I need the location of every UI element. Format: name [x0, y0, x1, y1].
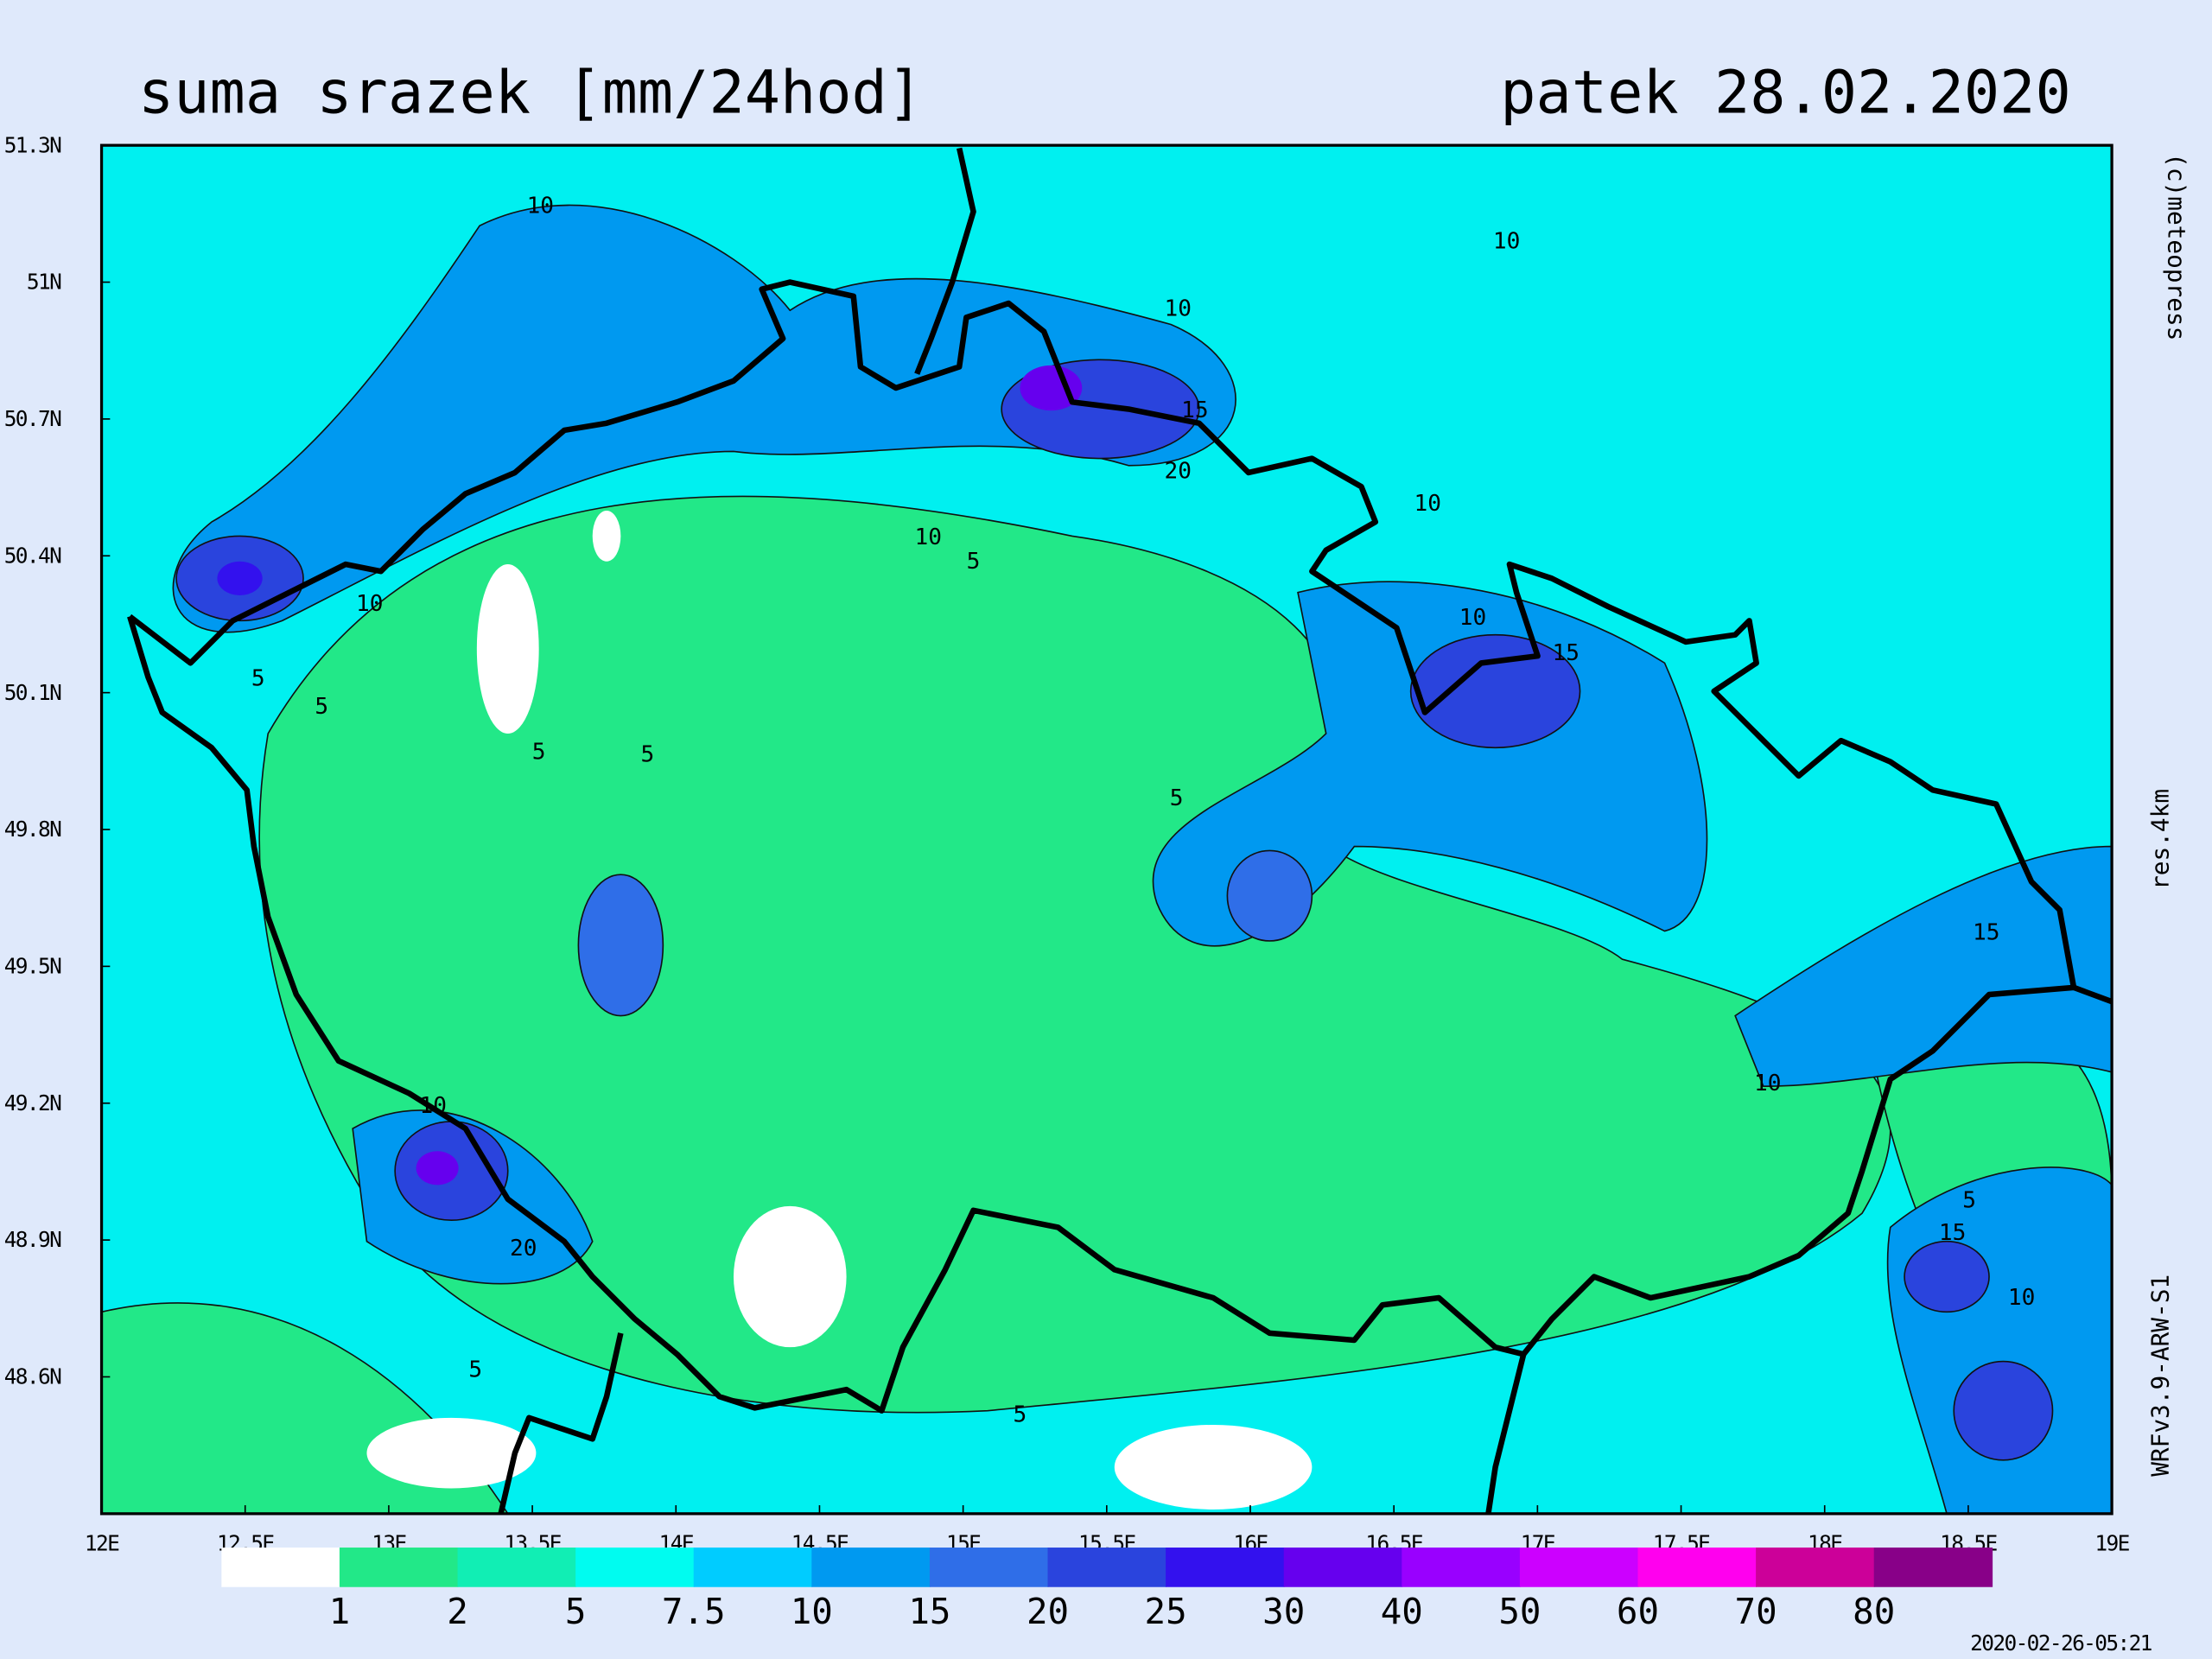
- colorbar-swatch: [575, 1548, 695, 1587]
- colorbar-label: 1: [329, 1591, 351, 1632]
- field-darkblue: [1904, 1240, 1990, 1313]
- border-line: [498, 1332, 624, 1514]
- contour-label: 10: [419, 1093, 446, 1119]
- contour-label: 10: [2008, 1285, 2035, 1311]
- x-tick-label: 12E: [85, 1530, 119, 1555]
- precip-field: 10 10 10 15 20 10 10 5 10 10 15 5 5 5 5 5 15 10 10 5 15 20 10 5…: [101, 145, 2113, 1514]
- border-line: [2072, 984, 2113, 1005]
- timestamp: 2020-02-26-05:21: [1970, 1630, 2152, 1656]
- contour-label: 5: [251, 665, 265, 691]
- border-line: [914, 147, 976, 375]
- contour-label: 15: [1181, 397, 1208, 423]
- colorbar-label: 7.5: [662, 1591, 726, 1632]
- field-purple: [1020, 365, 1083, 411]
- colorbar-label: 50: [1498, 1591, 1541, 1632]
- field-darkblue: [1953, 1360, 2054, 1461]
- contour-label: 5: [1170, 785, 1184, 811]
- colorbar-swatch: [1283, 1548, 1403, 1587]
- colorbar-label: 80: [1853, 1591, 1895, 1632]
- colorbar-swatch: [1873, 1548, 1993, 1587]
- contour-label: 10: [1754, 1071, 1781, 1096]
- model-name: WRFv3.9-ARW-S1: [2145, 1274, 2174, 1477]
- field-purple: [217, 561, 263, 595]
- colorbar-swatch: [1519, 1548, 1639, 1587]
- colorbar-label: 60: [1617, 1591, 1659, 1632]
- contour-label: 5: [532, 739, 546, 765]
- colorbar-swatch: [929, 1548, 1049, 1587]
- colorbar-swatch: [693, 1548, 813, 1587]
- contour-label: 10: [1493, 228, 1520, 254]
- colorbar-label: 5: [565, 1591, 587, 1632]
- resolution: res.4km: [2145, 789, 2174, 890]
- colorbar-swatch: [221, 1548, 340, 1587]
- colorbar-swatch: [1637, 1548, 1757, 1587]
- contour-label: 10: [356, 591, 383, 617]
- contour-label: 15: [1973, 919, 1999, 945]
- contour-label: 15: [1939, 1220, 1966, 1246]
- borders: [127, 147, 2113, 1514]
- y-tick-label: 50.7N: [4, 406, 61, 431]
- contour-label: 5: [315, 694, 328, 720]
- y-tick-label: 48.6N: [4, 1364, 61, 1389]
- contour-label: 10: [1414, 491, 1441, 517]
- colorbar: 1 2 5 7.5 10 15 20 25 30 40 50 60 70 80: [221, 1548, 1993, 1632]
- y-tick-label: 48.9N: [4, 1227, 61, 1252]
- border-line: [1485, 1353, 1527, 1514]
- field-white: [733, 1205, 847, 1348]
- field-darkblue: [1409, 633, 1581, 749]
- y-tick-label: 49.5N: [4, 954, 61, 979]
- colorbar-swatch: [1756, 1548, 1875, 1587]
- field-white: [366, 1417, 537, 1489]
- field-white: [476, 564, 539, 734]
- contour-label: 5: [468, 1357, 482, 1382]
- y-tick-label: 49.8N: [4, 817, 61, 842]
- colorbar-swatch: [1402, 1548, 1521, 1587]
- y-tick-label: 50.4N: [4, 543, 61, 568]
- colorbar-label: 70: [1735, 1591, 1777, 1632]
- colorbar-swatch: [811, 1548, 931, 1587]
- contour-label: 10: [1165, 296, 1192, 322]
- contour-label: 10: [915, 524, 942, 550]
- colorbar-label: 10: [791, 1591, 833, 1632]
- colorbar-label: 25: [1145, 1591, 1187, 1632]
- colorbar-label: 2: [447, 1591, 468, 1632]
- field-darkblue: [1226, 849, 1313, 942]
- colorbar-swatch: [1166, 1548, 1285, 1587]
- contour-labels: 10 10 10 15 20 10 10 5 10 10 15 5 5 5 5 5 15 10 10 5 15 20 10 5…: [251, 194, 2035, 1428]
- date: patek 28.02.2020: [1500, 59, 2070, 128]
- colorbar-label: 40: [1381, 1591, 1423, 1632]
- y-tick-label: 49.2N: [4, 1090, 61, 1116]
- y-tick-label: 51.3N: [4, 132, 61, 157]
- x-tick-label: 19E: [2094, 1530, 2129, 1555]
- colorbar-swatch: [1047, 1548, 1166, 1587]
- contour-label: 10: [527, 194, 554, 219]
- field-blue: [1734, 845, 2113, 1087]
- contour-label: 10: [1459, 605, 1486, 631]
- contour-label: 5: [1014, 1402, 1027, 1428]
- copyright: (c)meteopress: [2162, 153, 2190, 340]
- colorbar-label: 30: [1262, 1591, 1305, 1632]
- title: suma srazek [mm/24hod]: [138, 59, 923, 128]
- field-darkblue: [577, 874, 664, 1017]
- field-purple: [416, 1151, 459, 1185]
- y-tick-label: 51N: [27, 270, 61, 295]
- colorbar-label: 20: [1027, 1591, 1069, 1632]
- contour-label: 20: [1165, 458, 1192, 484]
- border-line: [127, 279, 2077, 1414]
- contour-label: 5: [1962, 1188, 1976, 1214]
- colorbar-swatch: [457, 1548, 576, 1587]
- contour-label: 15: [1553, 640, 1580, 666]
- y-tick-label: 50.1N: [4, 680, 61, 705]
- contour-label: 5: [641, 742, 655, 768]
- colorbar-swatch: [339, 1548, 459, 1587]
- contour-label: 20: [510, 1236, 537, 1262]
- colorbar-label: 15: [908, 1591, 950, 1632]
- field-white: [592, 511, 621, 562]
- field-white: [1114, 1424, 1313, 1510]
- contour-label: 5: [967, 549, 981, 575]
